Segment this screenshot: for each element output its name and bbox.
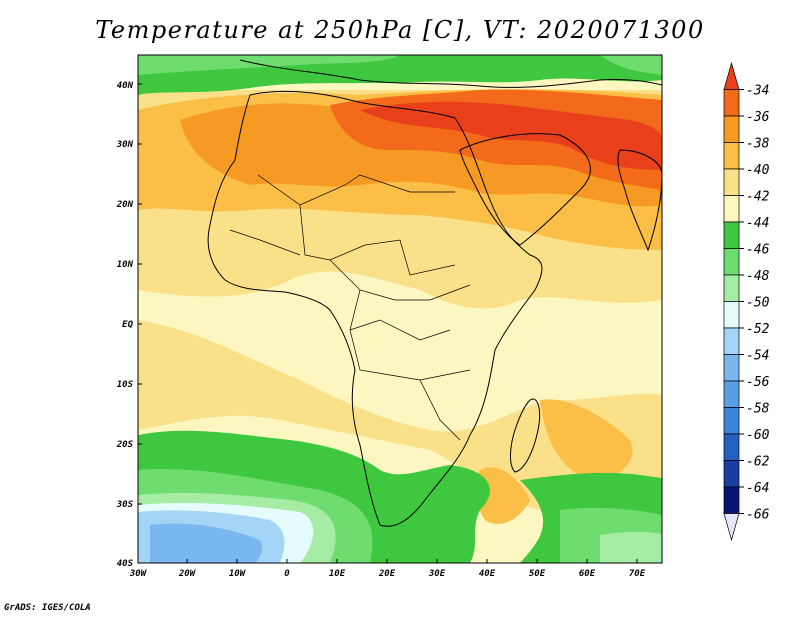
colorbar-label: -58 <box>746 402 770 417</box>
colorbar-cell <box>723 327 740 355</box>
colorbar-label: -64 <box>746 481 769 496</box>
colorbar-cell <box>723 168 740 196</box>
field-band-56-south <box>150 523 263 563</box>
colorbar-arrow-bottom <box>723 513 740 542</box>
colorbar-cell <box>723 460 740 488</box>
lon-label: 50E <box>529 569 546 579</box>
colorbar-cell <box>723 195 740 223</box>
colorbar-cell <box>723 89 740 117</box>
field-band-50-se <box>600 531 662 563</box>
colorbar-label: -50 <box>746 296 770 311</box>
colorbar-cell <box>723 354 740 382</box>
colorbar-cell <box>723 486 740 514</box>
colorbar-cell <box>723 248 740 276</box>
map-title: Temperature at 250hPa [C], VT: 202007130… <box>95 16 705 44</box>
colorbar-label: -66 <box>746 508 770 523</box>
colorbar-label: -60 <box>746 428 770 443</box>
colorbar-cell <box>723 221 740 249</box>
lon-label: 70E <box>629 569 646 579</box>
lat-label: EQ <box>122 320 133 330</box>
colorbar-label: -38 <box>746 137 770 152</box>
map-frame <box>137 54 663 564</box>
colorbar-label: -40 <box>746 163 770 178</box>
india-coastline <box>617 149 662 252</box>
colorbar-cell <box>723 433 740 461</box>
field-band-42-south <box>138 320 662 520</box>
colorbar-cell <box>723 142 740 170</box>
lat-label: 40N <box>117 81 134 91</box>
field-band-40-south <box>540 399 633 480</box>
colorbar-cell <box>723 115 740 143</box>
field-band-40-south2 <box>474 467 530 524</box>
lat-label: 10S <box>117 380 134 390</box>
colorbar-label: -52 <box>746 322 770 337</box>
field-band-48-north <box>138 55 400 75</box>
colorbar-cell <box>723 301 740 329</box>
latitude-axis: 40N 30N 20N 10N EQ 10S 20S 30S 40S <box>116 81 134 569</box>
lat-label: 10N <box>117 260 134 270</box>
europe-coastline <box>239 59 662 88</box>
lat-label: 40S <box>117 559 134 569</box>
lon-label: 30W <box>129 569 148 579</box>
axis-ticks <box>138 83 638 563</box>
colorbar-cell <box>723 407 740 435</box>
colorbar-label: -48 <box>746 269 770 284</box>
colorbar-label: -44 <box>746 216 769 231</box>
madagascar-outline <box>510 398 541 473</box>
lon-label: 10E <box>329 569 346 579</box>
colorbar-label: -56 <box>746 375 770 390</box>
colorbar-cell <box>723 380 740 408</box>
colorbar-label: -54 <box>746 349 769 364</box>
colorbar-label: -36 <box>746 110 770 125</box>
field-band-ne-green <box>600 55 662 75</box>
lon-label: 40E <box>479 569 496 579</box>
longitude-axis: 30W 20W 10W 0 10E 20E 30E 40E 50E 60E 70… <box>129 569 646 579</box>
lon-label: 20W <box>178 569 197 579</box>
lon-label: 10W <box>229 569 247 579</box>
credit-text: GrADS: IGES/COLA <box>4 603 91 613</box>
colorbar-label: -46 <box>746 243 770 258</box>
temperature-field <box>138 55 662 563</box>
border-lines <box>229 174 471 441</box>
arabia-coastline <box>459 133 591 246</box>
lat-label: 20S <box>116 440 134 450</box>
lat-label: 20N <box>116 200 134 210</box>
lon-label: 20E <box>378 569 396 579</box>
lat-label: 30N <box>116 140 134 150</box>
africa-coastline <box>207 90 543 527</box>
colorbar-label: -62 <box>746 455 770 470</box>
coastlines <box>207 59 662 527</box>
colorbar-label: -42 <box>746 190 770 205</box>
lon-label: 30E <box>428 569 446 579</box>
colorbar-arrow-top <box>723 61 740 90</box>
lon-label: 0 <box>284 569 290 579</box>
colorbar: -34 -36 -38 -40 -42 -44 -46 -48 -50 -52 -54 -56 -58 -… <box>723 61 770 542</box>
lon-label: 60E <box>579 569 596 579</box>
colorbar-label: -34 <box>746 84 769 99</box>
colorbar-cell <box>723 274 740 302</box>
lat-label: 30S <box>116 500 134 510</box>
